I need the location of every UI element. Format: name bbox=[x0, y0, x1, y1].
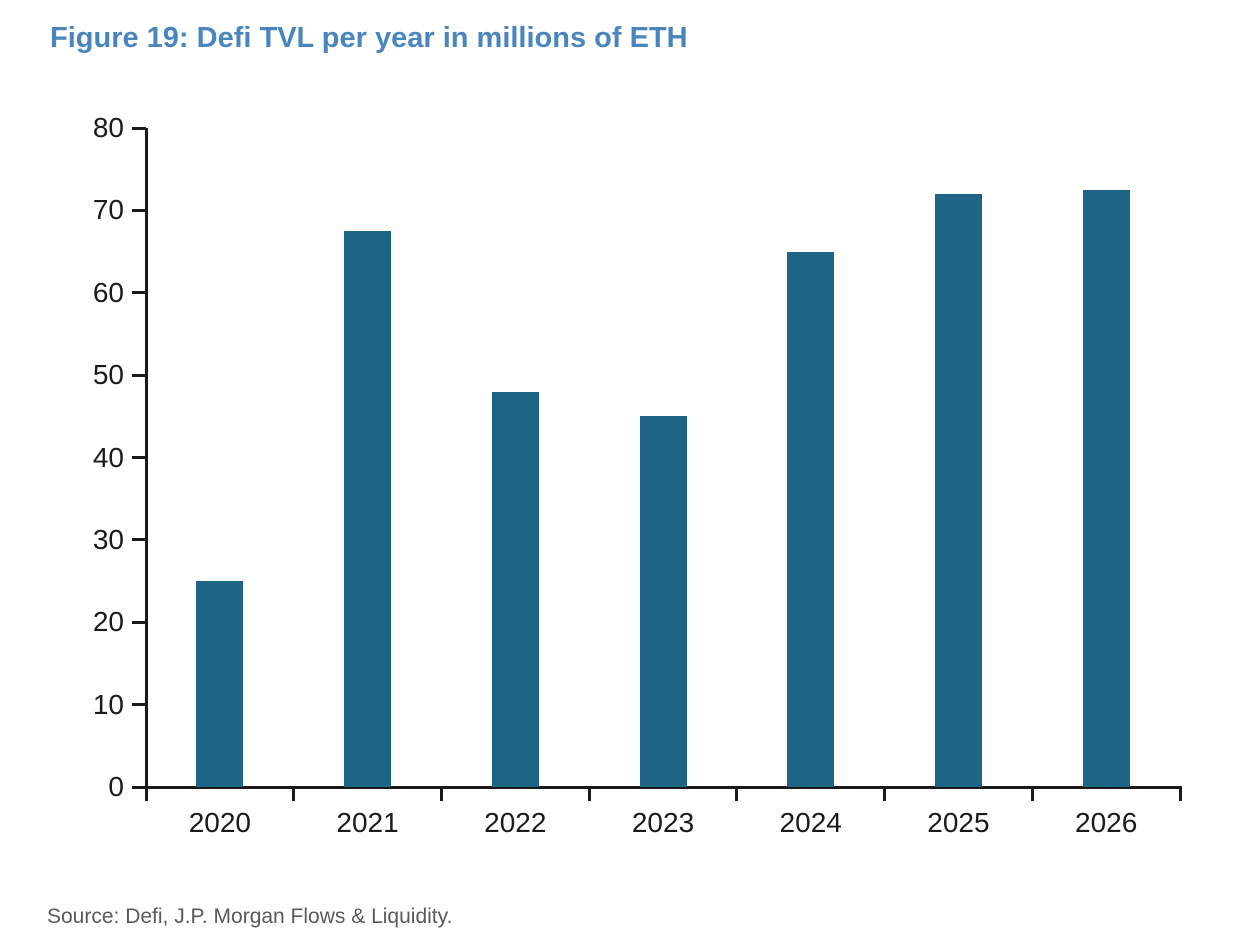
x-tick-0 bbox=[144, 787, 148, 801]
x-category-label-2022: 2022 bbox=[484, 807, 547, 838]
y-axis-line bbox=[144, 128, 148, 787]
y-tick-label-20: 20 bbox=[92, 606, 124, 638]
bar-chart-plot-area: 0 10 20 30 40 50 60 70 80 2020 2021 2022 2023 2024 20… bbox=[93, 114, 1182, 837]
y-tick-70 bbox=[132, 208, 146, 212]
x-tick-1 bbox=[292, 787, 296, 801]
bar-2026 bbox=[1082, 189, 1130, 787]
y-tick-20 bbox=[132, 620, 146, 624]
y-tick-50 bbox=[132, 373, 146, 377]
x-tick-5 bbox=[883, 787, 887, 801]
bar-2020 bbox=[196, 581, 244, 787]
x-category-label-2021: 2021 bbox=[336, 807, 399, 838]
y-tick-label-70: 70 bbox=[92, 194, 124, 226]
x-category-label-2025: 2025 bbox=[927, 807, 990, 838]
x-category-label-2023: 2023 bbox=[631, 807, 695, 838]
x-category-label-2020: 2020 bbox=[188, 807, 251, 838]
y-tick-label-80: 80 bbox=[92, 112, 124, 143]
y-tick-label-30: 30 bbox=[92, 523, 124, 555]
bar-2024 bbox=[787, 251, 835, 787]
y-tick-label-60: 60 bbox=[92, 276, 124, 308]
y-tick-60 bbox=[132, 291, 146, 295]
bar-2021 bbox=[344, 230, 392, 787]
y-tick-label-0: 0 bbox=[108, 771, 124, 802]
x-tick-6 bbox=[1030, 787, 1034, 801]
y-tick-label-40: 40 bbox=[92, 441, 124, 473]
x-category-label-2026: 2026 bbox=[1074, 807, 1138, 838]
x-tick-4 bbox=[735, 787, 739, 801]
y-tick-30 bbox=[132, 538, 146, 542]
x-tick-3 bbox=[587, 787, 591, 801]
y-tick-80 bbox=[132, 126, 146, 130]
x-category-label-2024: 2024 bbox=[779, 807, 842, 838]
x-tick-7 bbox=[1178, 787, 1182, 801]
y-tick-10 bbox=[132, 703, 146, 707]
y-tick-40 bbox=[132, 456, 146, 459]
x-axis-line bbox=[144, 785, 1182, 789]
bar-2025 bbox=[934, 193, 982, 787]
x-tick-2 bbox=[439, 787, 443, 801]
source-note: Source: Defi, J.P. Morgan Flows & Liquid… bbox=[47, 905, 453, 928]
y-tick-label-50: 50 bbox=[92, 359, 124, 391]
y-tick-label-10: 10 bbox=[92, 688, 124, 720]
bar-2023 bbox=[639, 416, 687, 787]
y-tick-0 bbox=[132, 785, 146, 789]
chart-title: Figure 19: Defi TVL per year in millions… bbox=[50, 22, 688, 54]
bar-2022 bbox=[491, 391, 539, 787]
